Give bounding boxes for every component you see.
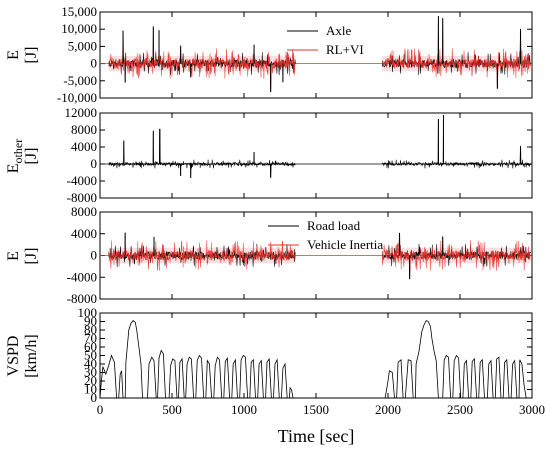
plot-area [100, 115, 532, 179]
y-tick-label: -5,000 [63, 73, 97, 88]
speed-series-line [99, 320, 532, 399]
plot-area [100, 232, 532, 280]
series-red-trace [108, 27, 531, 86]
x-ticks [99, 212, 533, 299]
y-tick-label: -8000 [67, 190, 97, 205]
legend-label-road: Road load [307, 218, 361, 233]
x-ticks [99, 12, 533, 98]
x-tick-label: 1000 [231, 402, 257, 417]
y-tick-label: -4000 [67, 173, 97, 188]
y-ticks: -8000 -4000 0 4000 8000 12000 [65, 105, 532, 205]
y-tick-label: 40 [84, 356, 97, 371]
x-tick-label: 2000 [375, 402, 401, 417]
y-tick-label: 50 [84, 348, 97, 363]
y-axis-unit: [J] [23, 148, 40, 165]
panel-energy-other: -8000 -4000 0 4000 8000 12000 Eother [J] [5, 105, 533, 205]
y-tick-label: -10,000 [57, 90, 97, 105]
legend: Road load Vehicle Inertia [268, 218, 383, 252]
y-ticks: -10,000 -5,000 0 5,000 10,000 15,000 [57, 4, 532, 105]
series-black-trace [108, 115, 531, 179]
legend-label-axle: Axle [326, 23, 352, 38]
y-tick-label: 10,000 [61, 21, 97, 36]
legend-label-inertia: Vehicle Inertia [307, 237, 383, 252]
x-tick-label: 2500 [447, 402, 473, 417]
y-tick-label: 8000 [71, 122, 97, 137]
y-tick-label: 0 [91, 248, 98, 263]
plot-area [99, 320, 532, 399]
y-tick-label: 0 [91, 56, 98, 71]
y-tick-label: 100 [78, 305, 98, 320]
y-tick-label: 4000 [71, 226, 97, 241]
y-tick-label: 90 [84, 314, 97, 329]
y-tick-label: 8000 [71, 204, 97, 219]
series-black-trace [108, 16, 531, 93]
y-tick-label: 4000 [71, 139, 97, 154]
legend-label-rlvi: RL+VI [326, 42, 364, 57]
x-tick-label: 0 [97, 402, 104, 417]
panel-energy-road: -8000 -4000 0 4000 8000 E [J] Road load Vehi… [5, 204, 533, 306]
y-tick-label: 5,000 [68, 38, 97, 53]
series-red-trace [108, 238, 531, 274]
y-axis-label: E [5, 50, 22, 60]
y-tick-label: 10 [84, 382, 97, 397]
y-tick-label: 70 [84, 331, 97, 346]
x-tick-label: 3000 [519, 402, 545, 417]
x-tick-labels: 0 500 1000 1500 2000 2500 3000 [97, 402, 545, 417]
y-tick-label: 60 [84, 339, 97, 354]
y-axis-unit: [km/h] [23, 334, 40, 378]
y-axis-unit: [J] [23, 47, 40, 64]
y-axis-unit: [J] [23, 248, 40, 265]
y-axis-label: Eother [5, 139, 25, 173]
y-tick-label: -8000 [67, 291, 97, 306]
y-tick-label: 0 [91, 156, 98, 171]
x-axis-label: Time [sec] [278, 426, 355, 446]
x-tick-label: 1500 [303, 402, 329, 417]
y-axis-label: E [5, 251, 22, 261]
x-tick-label: 500 [162, 402, 182, 417]
y-tick-label: 20 [84, 373, 97, 388]
y-tick-label: 0 [91, 390, 98, 405]
legend: Axle RL+VI [287, 23, 364, 57]
plot-area [100, 16, 532, 93]
panel-energy-axle: -10,000 -5,000 0 5,000 10,000 15,000 E [J] Ax… [5, 4, 533, 105]
y-tick-label: 80 [84, 322, 97, 337]
y-tick-label: -4000 [67, 269, 97, 284]
x-ticks [99, 113, 533, 198]
y-axis-label: VSPD [5, 336, 22, 377]
y-tick-label: 12000 [65, 105, 98, 120]
y-tick-label: 15,000 [61, 4, 97, 19]
y-tick-label: 30 [84, 365, 97, 380]
y-ticks: -8000 -4000 0 4000 8000 [67, 204, 532, 306]
